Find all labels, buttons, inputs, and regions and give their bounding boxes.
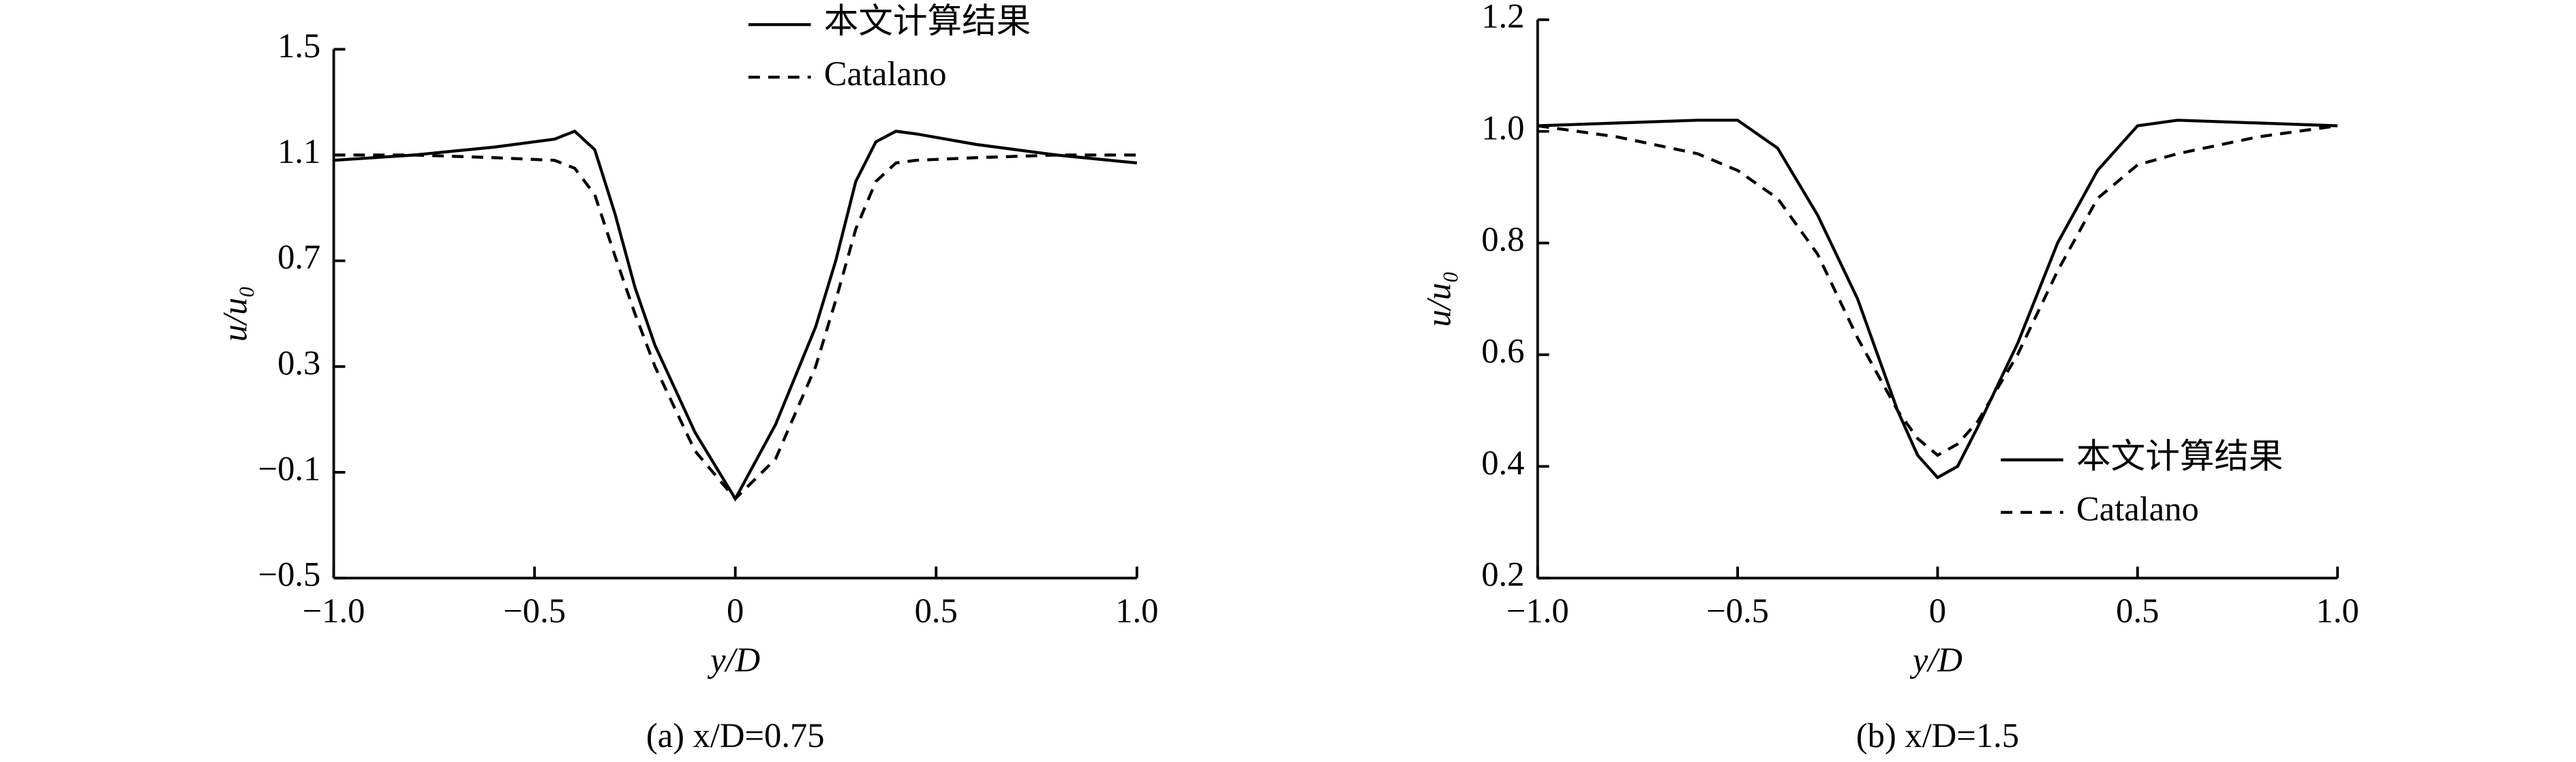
y-tick-label: 0.6 bbox=[1481, 332, 1524, 370]
x-tick-label: 0.5 bbox=[915, 592, 958, 630]
y-tick-label: 0.7 bbox=[277, 238, 320, 276]
legend-label: Catalano bbox=[2076, 489, 2199, 528]
series-line bbox=[333, 153, 1137, 501]
y-tick-label: 1.5 bbox=[277, 27, 320, 65]
y-tick-label: 0.2 bbox=[1481, 555, 1524, 594]
y-tick-label: 1.2 bbox=[1481, 0, 1524, 35]
y-tick-label: 0.4 bbox=[1481, 444, 1524, 482]
y-tick-label: 1.1 bbox=[277, 132, 320, 170]
y-tick-label: −0.5 bbox=[258, 555, 321, 594]
legend-label: 本文计算结果 bbox=[824, 2, 1031, 40]
series-line bbox=[1537, 124, 2338, 457]
x-tick-label: 0 bbox=[727, 592, 744, 630]
y-tick-label: 0.8 bbox=[1481, 220, 1524, 258]
y-axis-label: u/u₀ bbox=[1420, 271, 1458, 326]
x-tick-label: 1.0 bbox=[2316, 592, 2359, 630]
x-tick-label: −1.0 bbox=[1506, 592, 1569, 630]
y-tick-label: 1.0 bbox=[1481, 108, 1524, 147]
x-axis-label: y/D bbox=[1909, 641, 1963, 679]
x-tick-label: −0.5 bbox=[1706, 592, 1769, 630]
y-axis-label: u/u₀ bbox=[215, 286, 254, 341]
x-axis-label: y/D bbox=[707, 641, 760, 679]
caption: (a) x/D=0.75 bbox=[646, 716, 825, 755]
legend-label: 本文计算结果 bbox=[2076, 437, 2283, 475]
x-tick-label: 0.5 bbox=[2116, 592, 2159, 630]
legend-label: Catalano bbox=[824, 55, 947, 93]
y-tick-label: −0.1 bbox=[258, 450, 321, 488]
x-tick-label: 1.0 bbox=[1115, 592, 1158, 630]
x-tick-label: −0.5 bbox=[503, 592, 566, 630]
x-tick-label: 0 bbox=[1929, 592, 1946, 630]
y-tick-label: 0.3 bbox=[277, 344, 320, 382]
x-tick-label: −1.0 bbox=[303, 592, 365, 630]
caption: (b) x/D=1.5 bbox=[1856, 716, 2019, 755]
series-line bbox=[1537, 119, 2338, 480]
series-line bbox=[333, 129, 1138, 502]
